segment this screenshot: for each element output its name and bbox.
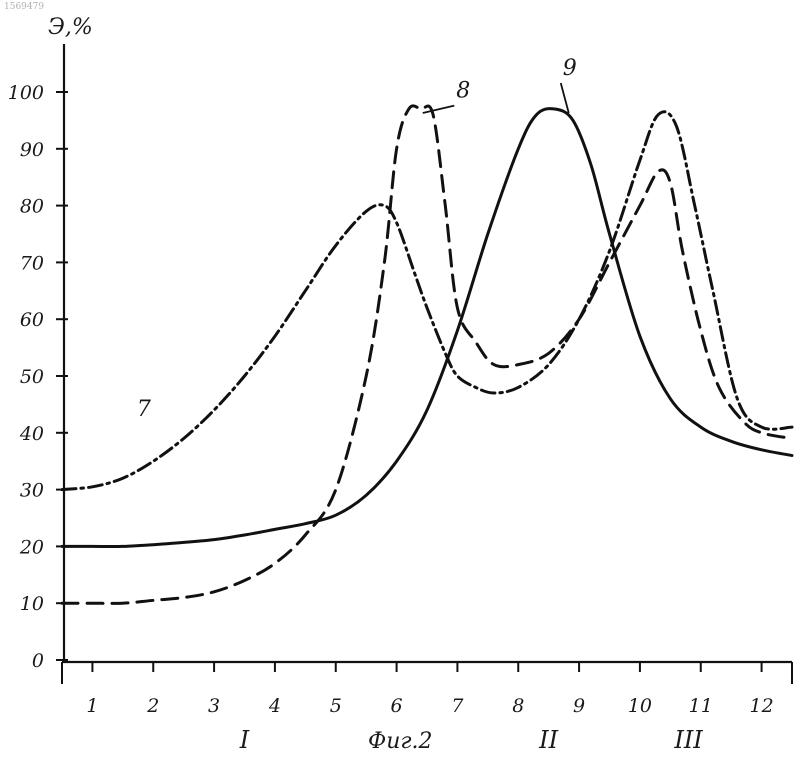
axes-layer: [62, 44, 792, 664]
y-tick-label: 70: [20, 252, 44, 274]
x-tick-label: 7: [451, 695, 464, 717]
series-7-line: [60, 110, 794, 492]
y-tick-label: 60: [20, 309, 44, 331]
y-tick-label: 0: [32, 650, 44, 672]
x-tick-label: 12: [749, 695, 773, 717]
series-9-line: [60, 107, 794, 549]
x-tick-label: 5: [330, 695, 342, 717]
series-8-leader: [422, 104, 455, 114]
series-8-label: 8: [456, 79, 470, 104]
x-tick-label: 3: [208, 695, 220, 717]
x-tick-label: 4: [268, 695, 281, 717]
series-9-leader: [559, 82, 570, 114]
series-7-label: 7: [137, 397, 151, 422]
x-tick-label: 1: [86, 695, 98, 717]
x-tick-label: 11: [689, 695, 713, 717]
figure-caption: Фиг.2: [368, 729, 433, 754]
x-ticks: 1 2 3 4 5 6 7 8 9 10 11 12: [61, 662, 793, 717]
region-label: II: [538, 726, 558, 754]
y-tick-label: 50: [20, 366, 44, 388]
y-tick-label: 20: [19, 536, 44, 558]
y-tick-label: 100: [8, 82, 44, 104]
y-tick-label: 10: [20, 593, 44, 615]
series-layer: [60, 104, 794, 605]
corner-id-text: 1569479: [4, 2, 44, 12]
x-tick-label: 9: [573, 695, 585, 717]
y-tick-label: 80: [20, 196, 44, 218]
y-tick-label: 40: [19, 423, 44, 445]
series-9-label: 9: [563, 56, 577, 81]
y-tick-label: 30: [20, 480, 44, 502]
curve-labels: 7 8 9: [137, 56, 577, 422]
series-8-line: [60, 104, 794, 605]
region-label: III: [673, 726, 703, 754]
x-tick-label: 8: [512, 695, 524, 717]
x-tick-label: 2: [146, 695, 159, 717]
region-label: I: [239, 726, 250, 754]
region-labels: I II III: [239, 726, 704, 754]
x-tick-label: 6: [391, 695, 403, 717]
y-ticks: 0 10 20 30 40 50 60 70 80 90 100: [8, 82, 68, 672]
y-axis-title: Э,%: [48, 15, 93, 40]
y-tick-label: 90: [20, 139, 44, 161]
x-tick-label: 10: [628, 695, 652, 717]
